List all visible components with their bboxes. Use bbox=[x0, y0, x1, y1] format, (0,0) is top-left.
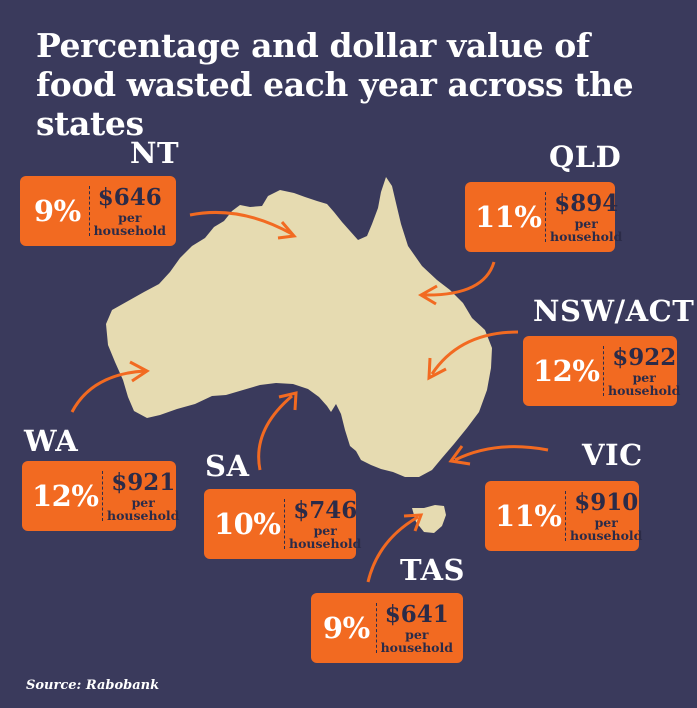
per-label: per bbox=[118, 210, 142, 225]
household-label: household bbox=[608, 383, 681, 398]
state-label-tas: TAS bbox=[400, 553, 465, 587]
dollar-block: $922 per household bbox=[608, 344, 681, 398]
household-label: household bbox=[107, 508, 180, 523]
state-card-nt: 9% $646 per household bbox=[20, 176, 176, 246]
state-label-qld: QLD bbox=[549, 140, 622, 174]
arrowhead-vic bbox=[448, 445, 471, 466]
arrowhead-wa bbox=[129, 360, 150, 383]
percent-value: 10% bbox=[214, 507, 281, 541]
state-card-sa: 10% $746 per household bbox=[204, 489, 361, 559]
per-label: per bbox=[405, 627, 429, 642]
chart-title: Percentage and dollar value of food wast… bbox=[36, 26, 634, 143]
per-label: per bbox=[574, 216, 598, 231]
dollar-value: $921 bbox=[111, 469, 176, 496]
state-label-wa: WA bbox=[24, 424, 79, 458]
card-divider bbox=[102, 471, 103, 521]
state-card-nsw-act: 12% $922 per household bbox=[523, 336, 681, 406]
household-label: household bbox=[289, 536, 362, 551]
card-divider bbox=[284, 499, 285, 549]
state-card-wa: 12% $921 per household bbox=[22, 461, 180, 531]
dollar-value: $910 bbox=[574, 489, 639, 516]
state-label-nt: NT bbox=[130, 136, 180, 170]
percent-value: 11% bbox=[475, 200, 542, 234]
household-label: household bbox=[93, 223, 166, 238]
card-divider bbox=[565, 491, 566, 541]
arrowhead-qld bbox=[418, 284, 438, 306]
dollar-block: $641 per household bbox=[380, 601, 453, 655]
arrow-wa bbox=[70, 369, 146, 413]
dollar-value: $646 bbox=[97, 184, 162, 211]
dollar-value: $746 bbox=[293, 497, 358, 524]
card-divider bbox=[603, 346, 604, 396]
arrowhead-tas bbox=[403, 513, 424, 532]
arrowhead-nsw bbox=[427, 357, 447, 381]
state-label-nsw-act: NSW/ACT bbox=[533, 294, 695, 328]
arrow-nsw bbox=[430, 330, 519, 375]
arrow-tas bbox=[366, 515, 419, 583]
arrowhead-sa bbox=[278, 391, 298, 411]
percent-value: 11% bbox=[495, 499, 562, 533]
card-divider bbox=[375, 603, 377, 653]
arrow-qld bbox=[423, 261, 496, 297]
arrow-sa bbox=[257, 394, 293, 471]
arrow-vic bbox=[454, 445, 549, 462]
dollar-block: $921 per household bbox=[107, 469, 180, 523]
percent-value: 9% bbox=[33, 194, 81, 228]
state-card-qld: 11% $894 per household bbox=[465, 182, 622, 252]
per-label: per bbox=[131, 495, 155, 510]
tasmania-shape bbox=[412, 505, 446, 533]
per-label: per bbox=[632, 370, 656, 385]
dollar-block: $910 per household bbox=[570, 489, 643, 543]
percent-value: 9% bbox=[322, 611, 370, 645]
dollar-block: $746 per household bbox=[289, 497, 362, 551]
dollar-value: $922 bbox=[612, 344, 677, 371]
per-label: per bbox=[594, 515, 618, 530]
household-label: household bbox=[550, 229, 623, 244]
card-divider bbox=[88, 186, 90, 236]
dollar-value: $894 bbox=[554, 190, 619, 217]
dollar-block: $646 per household bbox=[93, 184, 166, 238]
state-card-vic: 11% $910 per household bbox=[485, 481, 643, 551]
household-label: household bbox=[570, 528, 643, 543]
dollar-block: $894 per household bbox=[550, 190, 623, 244]
percent-value: 12% bbox=[533, 354, 600, 388]
arrowhead-nt bbox=[277, 221, 297, 240]
percent-value: 12% bbox=[32, 479, 99, 513]
state-label-vic: VIC bbox=[582, 438, 643, 472]
state-card-tas: 9% $641 per household bbox=[311, 593, 463, 663]
mainland-shape bbox=[106, 177, 492, 477]
state-label-sa: SA bbox=[205, 449, 250, 483]
dollar-value: $641 bbox=[384, 601, 449, 628]
arrow-nt bbox=[189, 210, 293, 236]
card-divider bbox=[545, 192, 546, 242]
source-note: Source: Rabobank bbox=[26, 678, 160, 693]
per-label: per bbox=[313, 523, 337, 538]
household-label: household bbox=[380, 640, 453, 655]
